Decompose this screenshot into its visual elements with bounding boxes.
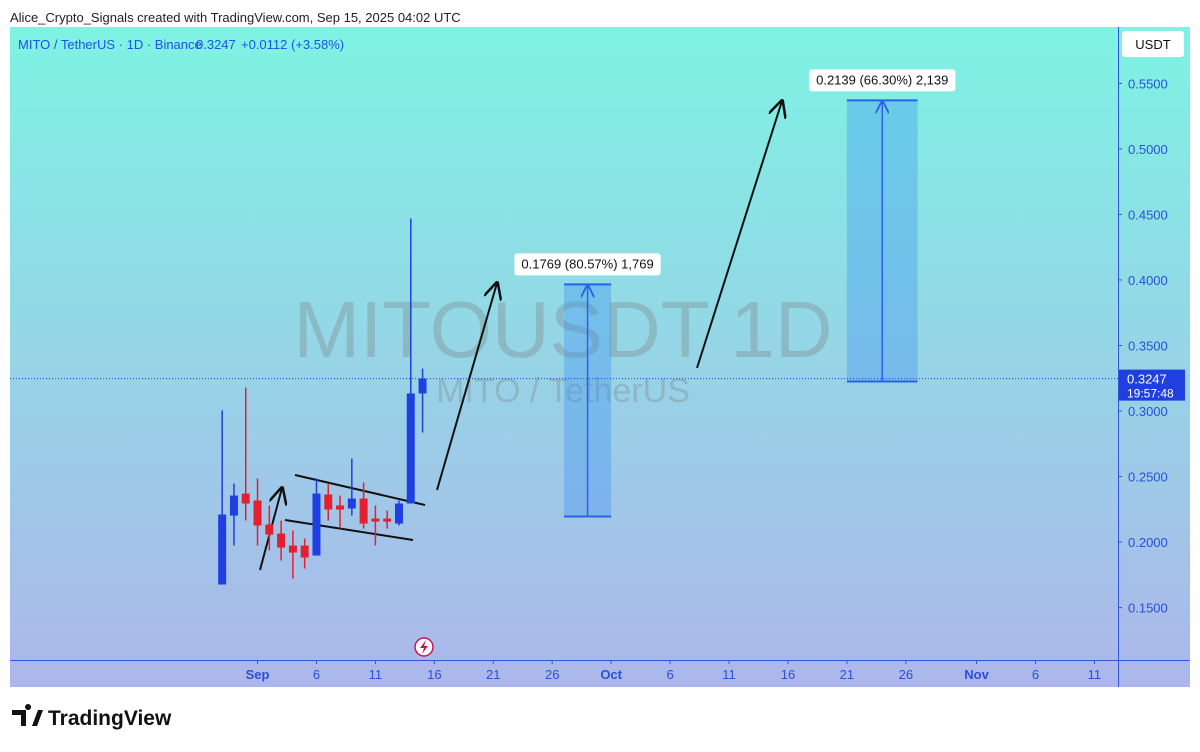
x-tick-label: Oct bbox=[600, 667, 622, 682]
candle-body bbox=[241, 493, 250, 504]
trend-line bbox=[284, 519, 414, 541]
y-tick-label: 0.2500 bbox=[1128, 470, 1168, 485]
last-price: 0.3247 bbox=[196, 37, 236, 52]
watermark: MITOUSDT 1D MITO / TetherUS bbox=[293, 285, 832, 410]
candle-body bbox=[336, 505, 345, 510]
x-tick-label: 6 bbox=[313, 667, 320, 682]
price-change: +0.0112 (+3.58%) bbox=[241, 37, 344, 52]
logo-icon bbox=[12, 704, 43, 726]
currency-box[interactable] bbox=[1122, 31, 1184, 57]
candle-body bbox=[359, 498, 368, 524]
measure-label: 0.2139 (66.30%) 2,139 bbox=[816, 72, 948, 87]
measure-label-box bbox=[809, 69, 956, 92]
x-tick-label: 26 bbox=[899, 667, 913, 682]
measure-label: 0.1769 (80.57%) 1,769 bbox=[521, 256, 653, 271]
candle-body bbox=[265, 524, 274, 535]
x-tick-label: Sep bbox=[246, 667, 270, 682]
candle-body bbox=[406, 393, 415, 504]
x-tick-label: 16 bbox=[781, 667, 795, 682]
x-tick-label: 16 bbox=[427, 667, 441, 682]
y-tick-label: 0.5500 bbox=[1128, 76, 1168, 91]
countdown: 19:57:48 bbox=[1127, 387, 1174, 401]
candle-body bbox=[253, 500, 262, 526]
candle-body bbox=[229, 495, 238, 516]
candle-body bbox=[277, 533, 286, 548]
y-tick-label: 0.5000 bbox=[1128, 142, 1168, 157]
candle-body bbox=[288, 545, 297, 553]
candle-body bbox=[218, 514, 227, 585]
y-tick-label: 0.3500 bbox=[1128, 338, 1168, 353]
y-tick-label: 0.3000 bbox=[1128, 404, 1168, 419]
candle-body bbox=[347, 498, 356, 509]
last-price-tag bbox=[1119, 369, 1185, 401]
logo-text: TradingView bbox=[48, 707, 172, 730]
measure-label-box bbox=[514, 253, 661, 276]
arrow bbox=[436, 283, 497, 491]
candle-body bbox=[394, 503, 403, 524]
x-tick-label: 11 bbox=[369, 667, 383, 682]
x-tick-label: 26 bbox=[545, 667, 559, 682]
x-tick-label: 21 bbox=[486, 667, 500, 682]
event-bolt bbox=[420, 640, 428, 654]
watermark-title: MITOUSDT 1D bbox=[293, 285, 832, 374]
x-tick-label: 21 bbox=[840, 667, 854, 682]
logo: TradingView bbox=[12, 704, 172, 730]
symbol-info: MITO / TetherUS · 1D · Binance 0.3247 +0… bbox=[18, 37, 344, 52]
candle-body bbox=[300, 545, 309, 558]
watermark-subtitle: MITO / TetherUS bbox=[436, 372, 690, 410]
plot-background bbox=[10, 27, 1190, 687]
attribution: Alice_Crypto_Signals created with Tradin… bbox=[10, 10, 461, 25]
candle-body bbox=[312, 493, 321, 556]
currency: USDT bbox=[1135, 37, 1170, 52]
y-tick-label: 0.4500 bbox=[1128, 207, 1168, 222]
candle-body bbox=[418, 378, 427, 394]
candle-body bbox=[371, 518, 380, 522]
x-tick-label: 6 bbox=[1032, 667, 1039, 682]
x-tick-label: 11 bbox=[722, 667, 736, 682]
symbol: MITO / TetherUS · 1D · Binance bbox=[18, 37, 202, 52]
y-tick-label: 0.4000 bbox=[1128, 273, 1168, 288]
x-tick-label: 11 bbox=[1088, 667, 1102, 682]
candle-body bbox=[324, 494, 333, 510]
candle-body bbox=[383, 518, 392, 522]
x-tick-label: 6 bbox=[666, 667, 673, 682]
y-tick-label: 0.1500 bbox=[1128, 601, 1168, 616]
last-price-label: 0.3247 bbox=[1127, 372, 1167, 387]
y-tick-label: 0.2000 bbox=[1128, 535, 1168, 550]
arrow bbox=[696, 101, 782, 369]
x-tick-label: Nov bbox=[964, 667, 989, 682]
